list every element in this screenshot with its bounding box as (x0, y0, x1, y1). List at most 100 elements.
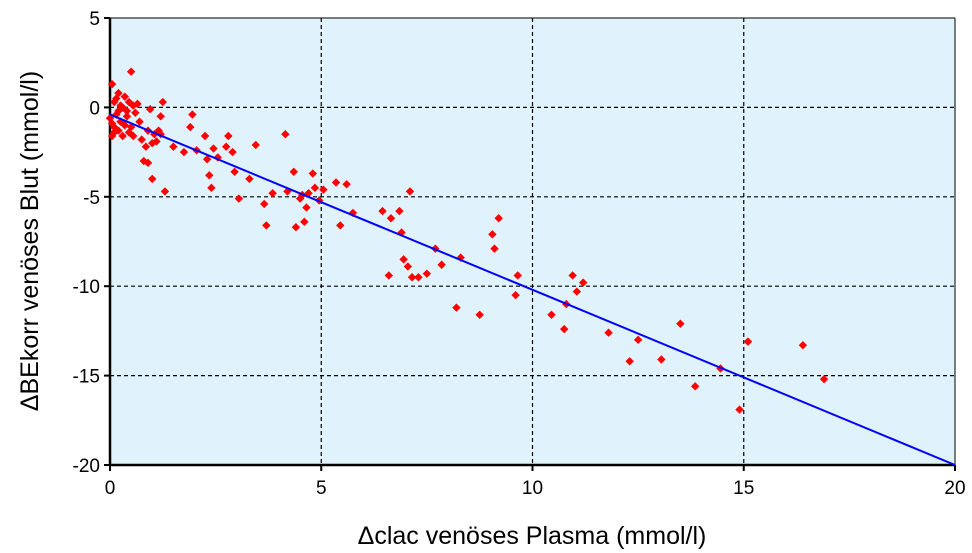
data-point (384, 271, 394, 280)
data-point (378, 206, 387, 216)
data-point (207, 183, 216, 193)
axis-ticks: 0 5 10 15 20 5 0 -5 -10 -15 -20 (73, 9, 966, 499)
data-point (331, 178, 341, 187)
data-point (604, 328, 613, 337)
data-point (300, 217, 309, 227)
data-point (302, 203, 311, 212)
data-point (169, 142, 178, 151)
data-point (251, 140, 260, 150)
data-point (452, 303, 461, 312)
x-tick-label: 10 (522, 478, 543, 499)
data-point (437, 260, 446, 269)
data-point (735, 405, 744, 414)
data-point (547, 310, 556, 320)
data-point (145, 104, 155, 114)
data-point (289, 167, 298, 176)
data-point (129, 131, 138, 141)
data-point (422, 269, 432, 278)
data-point (114, 106, 123, 116)
data-point (230, 167, 239, 176)
data-point (148, 138, 157, 148)
data-point (135, 117, 144, 126)
data-point (657, 355, 666, 364)
data-points (105, 67, 829, 414)
data-point (399, 255, 408, 264)
data-point (511, 290, 520, 300)
data-point (186, 122, 195, 132)
data-point (310, 183, 320, 193)
y-axis-label: ΔBEkorr venöses Blut (mmol/l) (16, 71, 44, 411)
data-point (475, 310, 484, 320)
y-tick-label: 0 (89, 98, 100, 119)
y-tick-label: -10 (73, 277, 100, 298)
data-point (304, 189, 313, 198)
data-point (308, 169, 317, 178)
data-point (625, 357, 634, 366)
data-point (342, 180, 351, 189)
data-point (260, 199, 269, 209)
y-tick-label: 5 (89, 9, 100, 30)
data-point (137, 135, 146, 144)
data-point (118, 131, 127, 141)
data-point (143, 158, 153, 168)
data-point (319, 185, 328, 194)
data-point (120, 92, 129, 101)
data-point (224, 131, 233, 141)
x-tick-label: 15 (733, 478, 754, 499)
y-tick-label: -15 (73, 367, 100, 388)
data-point (386, 214, 396, 223)
data-point (160, 187, 170, 196)
data-point (202, 155, 212, 164)
data-point (268, 189, 277, 198)
data-point (395, 206, 404, 216)
data-point (245, 174, 254, 184)
data-point (403, 262, 413, 271)
data-point (156, 112, 165, 121)
data-point (133, 99, 142, 109)
data-point (234, 194, 244, 203)
data-point (579, 278, 588, 287)
data-point (228, 147, 237, 157)
y-tick-label: -5 (83, 188, 100, 209)
data-point (107, 119, 117, 128)
data-point (568, 271, 577, 280)
data-point (110, 97, 119, 107)
data-point (205, 171, 214, 180)
data-point (141, 142, 151, 151)
data-point (572, 287, 582, 296)
data-point (262, 221, 271, 230)
data-point (798, 341, 808, 350)
y-tick-label: -20 (73, 456, 100, 477)
x-axis-label: Δclac venöses Plasma (mmol/l) (358, 522, 707, 550)
data-point (126, 122, 136, 132)
data-point (488, 230, 497, 239)
data-point (122, 112, 132, 121)
data-point (348, 208, 358, 218)
data-point (690, 382, 700, 391)
data-point (281, 130, 290, 139)
data-point (200, 131, 210, 141)
data-point (676, 319, 685, 328)
data-point (112, 110, 121, 119)
data-point (188, 110, 197, 119)
data-point (633, 335, 643, 345)
data-point (336, 221, 345, 230)
data-point (291, 222, 301, 232)
data-point (126, 67, 136, 76)
data-point (209, 144, 218, 153)
data-point (107, 131, 117, 141)
data-point (490, 244, 499, 253)
data-point (120, 121, 129, 130)
x-tick-label: 20 (944, 478, 965, 499)
data-point (114, 88, 123, 98)
data-point (414, 273, 423, 282)
data-point (122, 106, 132, 116)
data-point (407, 273, 417, 282)
data-point (819, 374, 829, 384)
regression-line (109, 113, 956, 466)
data-point (743, 337, 753, 346)
data-point (110, 128, 119, 137)
data-point (107, 79, 117, 89)
data-point (513, 271, 522, 280)
